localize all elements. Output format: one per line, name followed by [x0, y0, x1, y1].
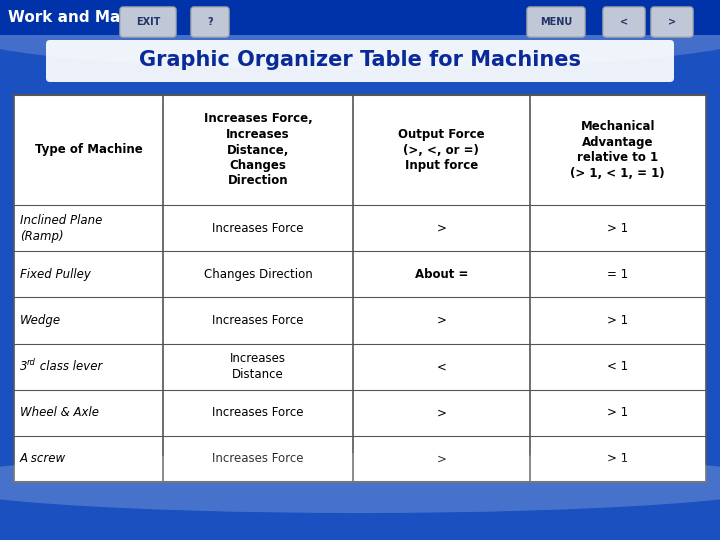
Text: > 1: > 1 [607, 406, 629, 419]
Text: Wheel & Axle: Wheel & Axle [20, 406, 99, 419]
Text: >: > [668, 17, 676, 27]
Ellipse shape [0, 453, 720, 513]
Text: Increases Force: Increases Force [212, 406, 304, 419]
Text: >: > [436, 314, 446, 327]
Text: Increases
Distance: Increases Distance [230, 352, 286, 381]
FancyBboxPatch shape [191, 7, 229, 37]
FancyBboxPatch shape [46, 40, 674, 82]
Text: < 1: < 1 [607, 360, 629, 373]
Text: Increases Force,
Increases
Distance,
Changes
Direction: Increases Force, Increases Distance, Cha… [204, 112, 312, 187]
Text: = 1: = 1 [607, 268, 629, 281]
Text: >: > [436, 221, 446, 234]
Text: > 1: > 1 [607, 314, 629, 327]
Bar [0, 0, 720, 35]
Text: Changes Direction: Changes Direction [204, 268, 312, 281]
Text: Inclined Plane
(Ramp): Inclined Plane (Ramp) [20, 214, 102, 242]
Text: Type of Machine: Type of Machine [35, 144, 143, 157]
Text: Graphic Organizer Table for Machines: Graphic Organizer Table for Machines [139, 50, 581, 70]
Bar [0, 485, 720, 540]
Text: Increases Force: Increases Force [212, 221, 304, 234]
Text: Increases Force: Increases Force [212, 453, 304, 465]
Text: class lever: class lever [36, 360, 102, 373]
Text: A screw: A screw [20, 453, 66, 465]
Text: MENU: MENU [540, 17, 572, 27]
FancyBboxPatch shape [120, 7, 176, 37]
FancyBboxPatch shape [527, 7, 585, 37]
Text: Mechanical
Advantage
relative to 1
(> 1, < 1, = 1): Mechanical Advantage relative to 1 (> 1,… [570, 120, 665, 180]
Text: > 1: > 1 [607, 453, 629, 465]
Text: <: < [436, 360, 446, 373]
Bar [14, 95, 706, 482]
Ellipse shape [0, 0, 720, 70]
Text: >: > [436, 406, 446, 419]
Text: >: > [436, 453, 446, 465]
Text: 3: 3 [20, 360, 27, 373]
Text: ?: ? [207, 17, 213, 27]
Text: Output Force
(>, <, or =)
Input force: Output Force (>, <, or =) Input force [398, 128, 485, 172]
Text: Wedge: Wedge [20, 314, 61, 327]
Text: Increases Force: Increases Force [212, 314, 304, 327]
Text: Work and Machines: Work and Machines [8, 10, 176, 25]
Text: Fixed Pulley: Fixed Pulley [20, 268, 91, 281]
FancyBboxPatch shape [651, 7, 693, 37]
Text: EXIT: EXIT [136, 17, 160, 27]
Text: > 1: > 1 [607, 221, 629, 234]
Text: <: < [620, 17, 628, 27]
Text: rd: rd [27, 358, 36, 367]
Text: About =: About = [415, 268, 468, 281]
FancyBboxPatch shape [603, 7, 645, 37]
